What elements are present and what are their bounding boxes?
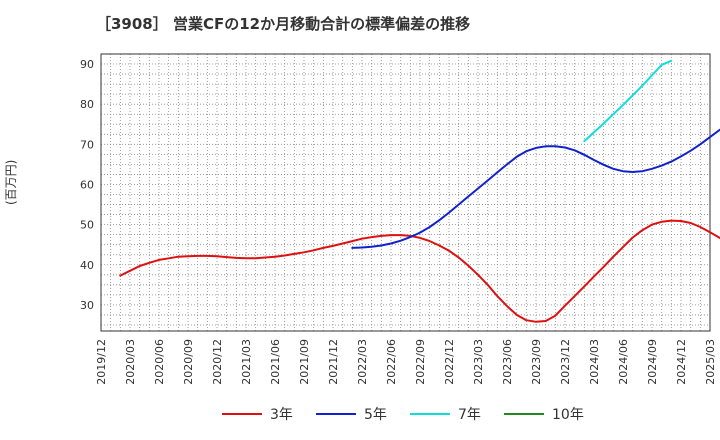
legend-item: 5年 xyxy=(316,402,387,426)
plot-area-border xyxy=(100,53,711,332)
x-tick-label: 2020/03 xyxy=(124,339,137,385)
x-tick-label: 2023/03 xyxy=(472,339,485,385)
y-tick-label: 30 xyxy=(80,299,94,312)
x-tick-label: 2022/03 xyxy=(356,339,369,385)
legend-item: 10年 xyxy=(504,402,584,426)
y-tick-label: 40 xyxy=(80,259,94,272)
x-tick-label: 2021/12 xyxy=(327,339,340,385)
legend-item: 7年 xyxy=(410,402,481,426)
legend-swatch xyxy=(222,413,262,415)
y-tick-label: 70 xyxy=(80,138,94,151)
x-tick-label: 2022/12 xyxy=(443,339,456,385)
y-tick-label: 90 xyxy=(80,58,94,71)
legend: 3年 5年 7年 10年 xyxy=(0,402,720,426)
x-tick-label: 2023/09 xyxy=(530,339,543,385)
legend-label: 5年 xyxy=(364,407,387,423)
series-line-5年 xyxy=(351,128,720,249)
y-tick-label: 60 xyxy=(80,178,94,191)
chart-title: ［3908］ 営業CFの12か月移動合計の標準偏差の推移 xyxy=(96,15,471,33)
x-tick-label: 2024/03 xyxy=(588,339,601,385)
x-tick-label: 2024/06 xyxy=(617,339,630,385)
x-tick-label: 2023/12 xyxy=(559,339,572,385)
x-tick-label: 2020/06 xyxy=(153,339,166,385)
legend-swatch xyxy=(504,413,544,415)
series-line-7年 xyxy=(583,59,673,143)
x-tick-label: 2021/09 xyxy=(298,339,311,385)
x-tick-label: 2021/03 xyxy=(240,339,253,385)
legend-label: 7年 xyxy=(458,407,481,423)
legend-swatch xyxy=(410,413,450,415)
x-tick-label: 2024/12 xyxy=(675,339,688,385)
x-tick-label: 2024/09 xyxy=(646,339,659,385)
x-tick-label: 2020/12 xyxy=(211,339,224,385)
x-tick-label: 2022/09 xyxy=(414,339,427,385)
x-tick-label: 2023/06 xyxy=(501,339,514,385)
legend-label: 3年 xyxy=(270,407,293,423)
y-tick-label: 50 xyxy=(80,219,94,232)
x-tick-label: 2025/03 xyxy=(704,339,717,385)
x-tick-label: 2021/06 xyxy=(269,339,282,385)
legend-item: 3年 xyxy=(222,402,293,426)
legend-label: 10年 xyxy=(552,407,584,423)
y-tick-label: 80 xyxy=(80,98,94,111)
x-tick-label: 2022/06 xyxy=(385,339,398,385)
legend-swatch xyxy=(316,413,356,415)
series-line-3年 xyxy=(119,219,720,323)
x-tick-label: 2019/12 xyxy=(95,339,108,385)
x-tick-label: 2020/09 xyxy=(182,339,195,385)
